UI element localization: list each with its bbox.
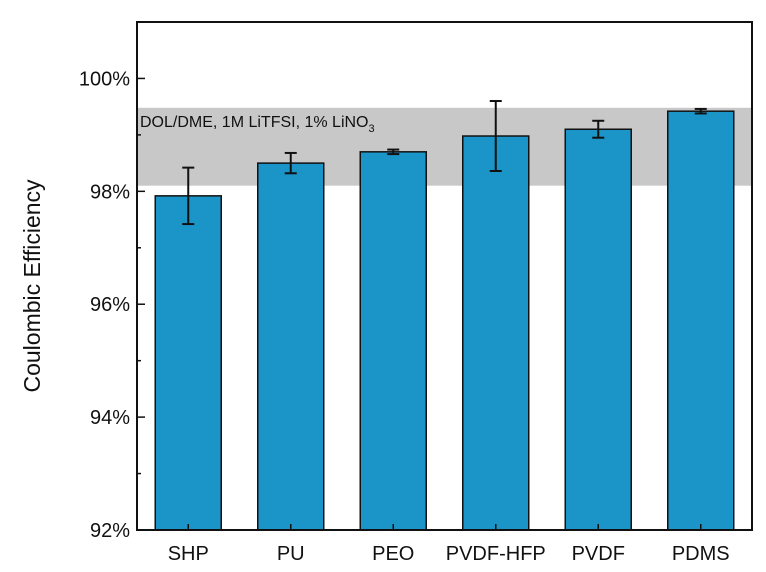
y-axis-title: Coulombic Efficiency — [19, 179, 45, 393]
error-bar-shp — [182, 166, 195, 226]
error-bars-group — [182, 100, 707, 226]
x-tick-label-shp: SHP — [168, 543, 209, 565]
x-tick-label-pu: PU — [277, 543, 305, 565]
y-tick-label: 100% — [79, 68, 130, 90]
error-bar-pu — [284, 151, 297, 175]
x-tick-label-pvdf-hfp: PVDF-HFP — [446, 543, 546, 565]
plot-frame — [136, 21, 753, 531]
band-label: DOL/DME, 1M LiTFSI, 1% LiNO3 — [140, 114, 375, 135]
x-tick-label-pvdf: PVDF — [572, 543, 625, 565]
bar-pvdf — [564, 128, 632, 531]
y-tick-label: 96% — [90, 294, 130, 316]
x-tick-label-pdms: PDMS — [672, 543, 730, 565]
band-label-main: DOL/DME, 1M LiTFSI, 1% LiNO — [140, 114, 369, 131]
error-bar-pdms — [694, 107, 707, 115]
bar-pdms — [667, 110, 735, 531]
bar-shp — [154, 195, 222, 531]
band-region — [137, 107, 752, 186]
bar-pu — [257, 162, 325, 531]
x-axis-ticks: SHP PU PEO PVDF-HFP PVDF PDMS — [168, 524, 730, 565]
y-tick-label: 92% — [90, 520, 130, 542]
y-tick-label: 98% — [90, 181, 130, 203]
error-bar-pvdf — [592, 119, 605, 139]
bars-group — [154, 110, 735, 531]
x-tick-label-peo: PEO — [372, 543, 414, 565]
y-axis-ticks: 92% 94% 96% 98% 100% — [79, 21, 145, 542]
bar-pvdf-hfp — [462, 135, 530, 531]
band-label-subscript: 3 — [369, 123, 375, 135]
error-bar-pvdf-hfp — [489, 100, 502, 173]
y-tick-label: 94% — [90, 407, 130, 429]
error-bar-peo — [387, 148, 400, 156]
bar-peo — [359, 151, 427, 531]
